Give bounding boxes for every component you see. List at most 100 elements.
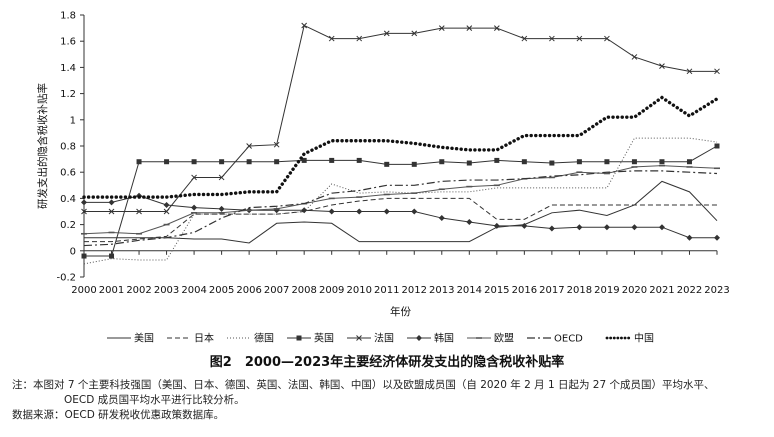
- x-tick-label: 2003: [154, 285, 179, 296]
- legend-label: 英国: [314, 332, 334, 345]
- legend-item: OECD: [527, 334, 583, 345]
- data-point-marker: [81, 253, 87, 259]
- data-point-marker: [493, 25, 500, 31]
- data-point-marker: [356, 157, 362, 163]
- legend-label: 中国: [634, 332, 654, 345]
- data-point-marker: [493, 222, 500, 229]
- y-axis-title: 研发支出的隐含税收补贴率: [36, 83, 49, 209]
- x-tick-label: 2006: [236, 285, 261, 296]
- legend-label: 德国: [254, 332, 274, 345]
- x-tick-label: 2023: [704, 285, 729, 296]
- data-point-marker: [411, 161, 417, 167]
- x-tick-label: 2001: [99, 285, 124, 296]
- data-point-marker: [521, 159, 527, 165]
- data-point-marker: [329, 157, 335, 163]
- legend-label: OECD: [554, 334, 583, 345]
- data-point-marker: [191, 159, 197, 165]
- x-tick-label: 2000: [71, 285, 96, 296]
- series-英国: [81, 143, 720, 259]
- legend-marker: [416, 335, 422, 341]
- y-tick-label: 1.2: [60, 89, 76, 100]
- data-point-marker: [191, 204, 198, 211]
- data-point-marker: [328, 35, 335, 42]
- data-point-marker: [631, 54, 638, 60]
- y-tick-label: 1.6: [60, 37, 76, 48]
- data-point-marker: [164, 159, 170, 165]
- data-point-marker: [218, 205, 225, 212]
- series-韩国: [81, 192, 720, 241]
- series-line: [82, 95, 719, 199]
- series-line: [84, 195, 717, 239]
- x-tick-label: 2009: [319, 285, 344, 296]
- x-tick-label: 2010: [346, 285, 371, 296]
- data-point-marker: [659, 63, 665, 69]
- series-德国: [83, 137, 718, 265]
- data-point-marker: [466, 218, 473, 225]
- data-point-marker: [576, 35, 583, 42]
- figure-note-line-1: 注：本图对 7 个主要科技强国（美国、日本、德国、英国、法国、韩国、中国）以及欧…: [12, 379, 715, 391]
- data-point-marker: [604, 159, 610, 165]
- x-tick-label: 2019: [594, 285, 619, 296]
- legend-item: 德国: [227, 332, 274, 345]
- series-日本: [84, 197, 717, 243]
- data-point-marker: [136, 159, 142, 165]
- data-point-marker: [576, 159, 582, 165]
- data-point-marker: [191, 174, 197, 181]
- data-point-marker: [301, 157, 307, 163]
- legend-label: 法国: [374, 332, 394, 345]
- data-point-marker: [328, 208, 335, 215]
- y-tick-label: 0.4: [60, 194, 76, 205]
- data-point-marker: [466, 25, 473, 31]
- x-tick-label: 2015: [484, 285, 509, 296]
- data-point-marker: [439, 159, 445, 165]
- y-tick-label: 1: [70, 115, 76, 126]
- x-tick-label: 2016: [512, 285, 537, 296]
- data-point-marker: [163, 201, 170, 208]
- data-point-marker: [603, 224, 610, 231]
- data-point-marker: [218, 174, 225, 181]
- data-point-marker: [219, 159, 225, 165]
- y-tick-label: 0.8: [60, 142, 76, 153]
- x-tick-label: 2014: [457, 285, 482, 296]
- data-point-marker: [438, 215, 445, 222]
- series-line: [84, 145, 718, 257]
- legend-item: 英国: [287, 332, 334, 345]
- data-point-marker: [383, 208, 390, 215]
- x-tick-label: 2018: [567, 285, 592, 296]
- data-point-marker: [81, 199, 87, 206]
- x-tick-label: 2007: [264, 285, 289, 296]
- data-point-marker: [411, 30, 418, 37]
- figure-note-line-2: OECD 成员国平均水平进行比较分析。: [64, 394, 245, 406]
- data-point-marker: [163, 208, 170, 215]
- y-tick-label: 0.6: [60, 168, 76, 179]
- x-tick-label: 2021: [649, 285, 674, 296]
- legend-item: 法国: [347, 332, 394, 345]
- x-tick-label: 2013: [429, 285, 454, 296]
- data-point-marker: [714, 68, 720, 75]
- data-point-marker: [356, 208, 363, 215]
- data-point-marker: [108, 208, 115, 215]
- data-point-marker: [81, 208, 87, 215]
- data-source-note: 数据来源：OECD 研发税收优惠政策数据库。: [12, 409, 225, 421]
- series-line: [84, 197, 717, 243]
- legend-label: 韩国: [434, 332, 454, 345]
- x-tick-label: 2012: [402, 285, 427, 296]
- data-point-marker: [246, 143, 252, 149]
- series-layer: [81, 22, 720, 265]
- data-point-marker: [273, 141, 280, 148]
- data-point-marker: [301, 207, 308, 214]
- legend-item: 美国: [107, 332, 154, 345]
- data-point-marker: [686, 68, 693, 75]
- data-point-marker: [109, 253, 115, 259]
- x-tick-label: 2020: [622, 285, 647, 296]
- data-point-marker: [274, 159, 280, 165]
- data-point-marker: [714, 143, 720, 149]
- legend-marker: [356, 335, 362, 341]
- data-point-marker: [521, 222, 528, 229]
- y-tick-label: 0.2: [60, 220, 76, 231]
- data-point-marker: [659, 159, 665, 165]
- y-tick-label: 0: [70, 246, 76, 257]
